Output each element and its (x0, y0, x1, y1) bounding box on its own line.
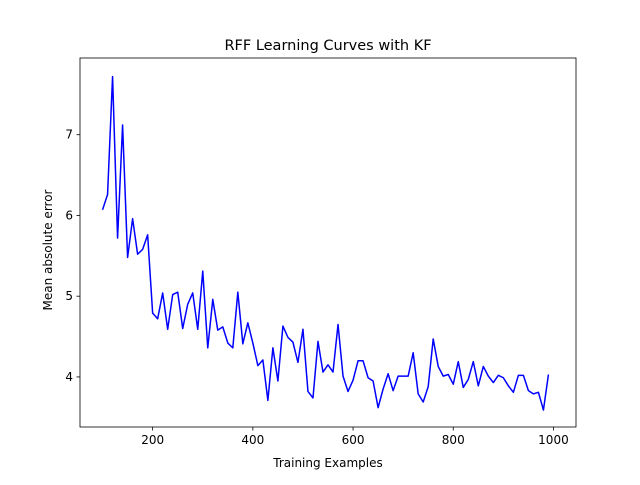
x-axis-label: Training Examples (272, 456, 382, 470)
y-tick-label: 7 (65, 128, 73, 142)
x-tick-label: 1000 (538, 433, 569, 447)
axes-frame (79, 57, 577, 428)
y-tick-label: 4 (65, 370, 73, 384)
y-tick-label: 6 (65, 208, 73, 222)
series-line-1 (101, 75, 550, 411)
x-tick-label: 600 (342, 433, 365, 447)
chart-title: RFF Learning Curves with KF (224, 38, 431, 54)
y-axis: 4 5 6 7 (65, 128, 80, 384)
x-tick-label: 200 (141, 433, 164, 447)
x-tick-label: 400 (241, 433, 264, 447)
y-tick-label: 5 (65, 289, 73, 303)
x-axis: 200 400 600 800 1000 (141, 427, 569, 447)
plot-area (79, 57, 577, 428)
y-axis-label: Mean absolute error (41, 189, 55, 310)
x-tick-label: 800 (442, 433, 465, 447)
